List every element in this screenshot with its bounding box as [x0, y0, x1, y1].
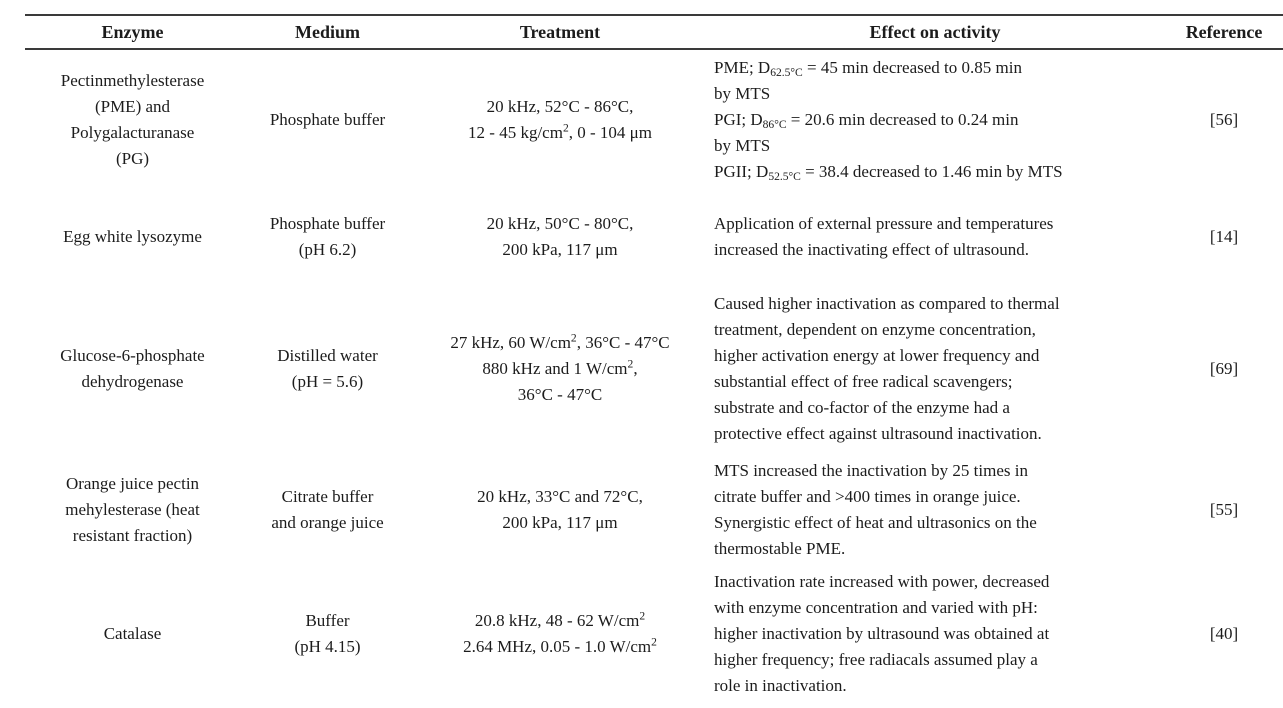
cell-enzyme: Egg white lysozyme — [63, 226, 202, 246]
cell-treatment: 20 kHz, 33°C and 72°C, 200 kPa, 117 μm — [477, 487, 643, 532]
cell-effect: Inactivation rate increased with power, … — [714, 571, 1050, 695]
cell-treatment: 20 kHz, 50°C - 80°C, 200 kPa, 117 μm — [486, 213, 634, 259]
cell-enzyme: Orange juice pectin mehylesterase (heat … — [65, 474, 200, 545]
header-enzyme: Enzyme — [25, 15, 240, 50]
cell-medium: Distilled water (pH = 5.6) — [277, 346, 378, 391]
table-row: Glucose-6-phosphate dehydrogenase Distill… — [25, 284, 1283, 454]
cell-reference: [69] — [1209, 359, 1239, 378]
table-row: Orange juice pectin mehylesterase (heat … — [25, 454, 1283, 566]
cell-effect: MTS increased the inactivation by 25 tim… — [714, 461, 1037, 558]
cell-medium: Citrate buffer and orange juice — [271, 487, 384, 532]
cell-medium: Phosphate buffer (pH 6.2) — [269, 213, 386, 259]
header-medium: Medium — [240, 15, 415, 50]
header-row: Enzyme Medium Treatment Effect on activi… — [25, 15, 1283, 50]
table-row: Catalase Buffer (pH 4.15) 20.8 kHz, 48 - 6… — [25, 566, 1283, 701]
table-row: Egg white lysozyme Phosphate buffer (pH 6… — [25, 189, 1283, 284]
cell-reference: [55] — [1209, 500, 1239, 519]
header-effect: Effect on activity — [705, 15, 1165, 50]
cell-reference: [56] — [1209, 109, 1239, 129]
cell-treatment: 20.8 kHz, 48 - 62 W/cm2 2.64 MHz, 0.05 -… — [463, 609, 657, 656]
cell-reference: [14] — [1209, 226, 1239, 246]
header-reference: Reference — [1165, 15, 1283, 50]
cell-medium: Buffer (pH 4.15) — [294, 610, 361, 656]
table-body: Pectinmethylesterase (PME) and Polygalac… — [25, 49, 1283, 701]
cell-effect: Caused higher inactivation as compared t… — [714, 294, 1060, 443]
cell-reference: [40] — [1209, 623, 1239, 643]
enzyme-ultrasound-table: Enzyme Medium Treatment Effect on activi… — [25, 14, 1283, 701]
cell-effect: Application of external pressure and tem… — [714, 213, 1054, 259]
cell-enzyme: Glucose-6-phosphate dehydrogenase — [60, 346, 205, 391]
cell-enzyme: Pectinmethylesterase (PME) and Polygalac… — [60, 70, 205, 168]
table-header: Enzyme Medium Treatment Effect on activi… — [25, 15, 1283, 50]
cell-medium: Phosphate buffer — [269, 109, 386, 129]
table-row: Pectinmethylesterase (PME) and Polygalac… — [25, 49, 1283, 189]
cell-enzyme: Catalase — [103, 623, 162, 643]
header-treatment: Treatment — [415, 15, 705, 50]
cell-effect: PME; D62.5°C = 45 min decreased to 0.85 … — [714, 57, 1063, 183]
cell-treatment: 20 kHz, 52°C - 86°C, 12 - 45 kg/cm2, 0 -… — [468, 96, 652, 142]
cell-treatment: 27 kHz, 60 W/cm2, 36°C - 47°C 880 kHz an… — [450, 331, 670, 404]
